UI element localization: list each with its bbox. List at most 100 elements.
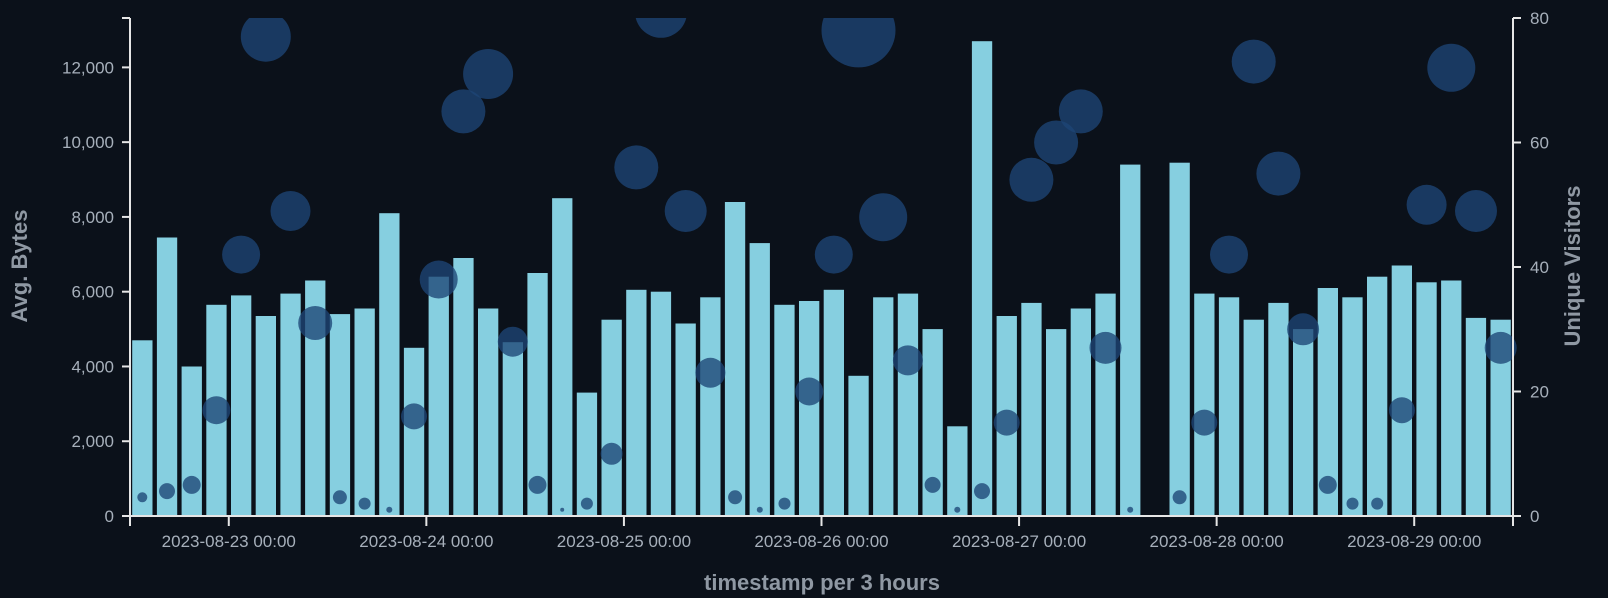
- bubble-point: [358, 497, 371, 510]
- bubble-point: [600, 442, 623, 465]
- bar: [379, 213, 400, 516]
- x-tick-label: 2023-08-27 00:00: [952, 532, 1086, 551]
- bubble-series: [137, 18, 1517, 513]
- bubble-point: [441, 89, 486, 134]
- axes: 0 2,000 4,000 6,000 8,000 10,000 12,000 0 20 40 60…: [62, 9, 1549, 551]
- bar: [1169, 162, 1190, 516]
- y-tick-label: 2,000: [71, 432, 114, 451]
- bar: [305, 280, 326, 516]
- bar: [1194, 293, 1215, 516]
- y-tick-label: 4,000: [71, 357, 114, 376]
- bubble-point: [974, 483, 990, 500]
- bar: [354, 308, 375, 516]
- bubble-point: [222, 235, 261, 274]
- y2-tick-label: 60: [1530, 134, 1549, 153]
- bar: [403, 347, 425, 516]
- bubble-point: [892, 345, 923, 376]
- bubble-point: [993, 409, 1020, 436]
- x-axis-title: timestamp per 3 hours: [704, 570, 940, 595]
- bubble-point: [614, 145, 659, 190]
- bar: [675, 323, 696, 516]
- bar: [601, 319, 622, 516]
- bubble-point: [795, 377, 824, 406]
- bar: [1342, 297, 1363, 516]
- bubble-point: [1346, 497, 1359, 510]
- bubble-point: [1034, 120, 1079, 165]
- y2-tick-label: 20: [1530, 383, 1549, 402]
- bubble-point: [1172, 490, 1187, 505]
- bar-series: [132, 41, 1511, 516]
- bar: [502, 342, 523, 516]
- bubble-point: [159, 483, 175, 500]
- bar: [1465, 317, 1487, 516]
- bar: [1070, 308, 1091, 516]
- bar: [749, 243, 770, 516]
- bar: [774, 304, 795, 516]
- bubble-point: [463, 49, 514, 99]
- bubble-point: [1210, 235, 1248, 274]
- bar: [1441, 280, 1462, 516]
- bubble-point: [664, 190, 707, 232]
- bubble-point: [1287, 313, 1320, 346]
- bar: [231, 295, 252, 516]
- bar: [1218, 297, 1240, 516]
- bar: [1120, 164, 1141, 516]
- bubble-point: [1089, 331, 1122, 364]
- bubble-point: [240, 18, 291, 62]
- bubble-point: [859, 193, 908, 242]
- bar: [255, 316, 276, 516]
- x-tick-label: 2023-08-24 00:00: [359, 532, 493, 551]
- bubble-point: [1484, 331, 1517, 364]
- bubble-point: [1406, 184, 1447, 225]
- y2-tick-label: 0: [1530, 507, 1539, 526]
- bubble-point: [1191, 409, 1218, 436]
- bar: [1490, 319, 1511, 516]
- bubble-point: [332, 490, 347, 505]
- bubble-point: [137, 492, 148, 503]
- bubble-point: [756, 506, 763, 513]
- bubble-point: [1318, 475, 1337, 494]
- bar: [576, 392, 598, 516]
- y2-tick-label: 40: [1530, 258, 1549, 277]
- bubble-point: [419, 260, 458, 299]
- bar: [156, 237, 178, 516]
- bar: [1243, 319, 1264, 516]
- bubble-point: [1231, 39, 1276, 84]
- bubble-point: [560, 507, 565, 512]
- bubble-point: [728, 490, 743, 505]
- y-tick-label: 12,000: [62, 58, 114, 77]
- x-tick-label: 2023-08-28 00:00: [1150, 532, 1284, 551]
- bar: [329, 314, 351, 516]
- bar: [922, 329, 943, 516]
- bubble-point: [924, 476, 941, 493]
- bubble-point: [497, 326, 528, 357]
- bar: [823, 289, 844, 516]
- bar: [626, 289, 647, 516]
- bar: [527, 273, 548, 516]
- y-tick-label: 8,000: [71, 208, 114, 227]
- bar: [700, 297, 721, 516]
- bar: [1021, 302, 1042, 516]
- bar: [848, 375, 869, 516]
- bar: [1416, 282, 1437, 516]
- bar: [897, 293, 919, 516]
- bar: [1367, 276, 1388, 516]
- bubble-point: [580, 497, 593, 510]
- bar: [1391, 265, 1412, 516]
- bubble-point: [1388, 397, 1415, 424]
- bar: [552, 198, 573, 516]
- y2-axis-title: Unique Visitors: [1560, 186, 1585, 347]
- bar: [453, 258, 474, 516]
- bubble-point: [635, 18, 687, 38]
- y-tick-label: 10,000: [62, 133, 114, 152]
- bubble-point: [182, 475, 201, 494]
- bubble-point: [528, 475, 547, 494]
- bubble-point: [386, 506, 393, 513]
- bar: [1317, 288, 1338, 516]
- bubble-point: [1256, 151, 1301, 196]
- bar: [132, 340, 153, 516]
- bubble-point: [1127, 506, 1134, 513]
- bar: [1046, 329, 1067, 516]
- x-tick-label: 2023-08-23 00:00: [162, 532, 296, 551]
